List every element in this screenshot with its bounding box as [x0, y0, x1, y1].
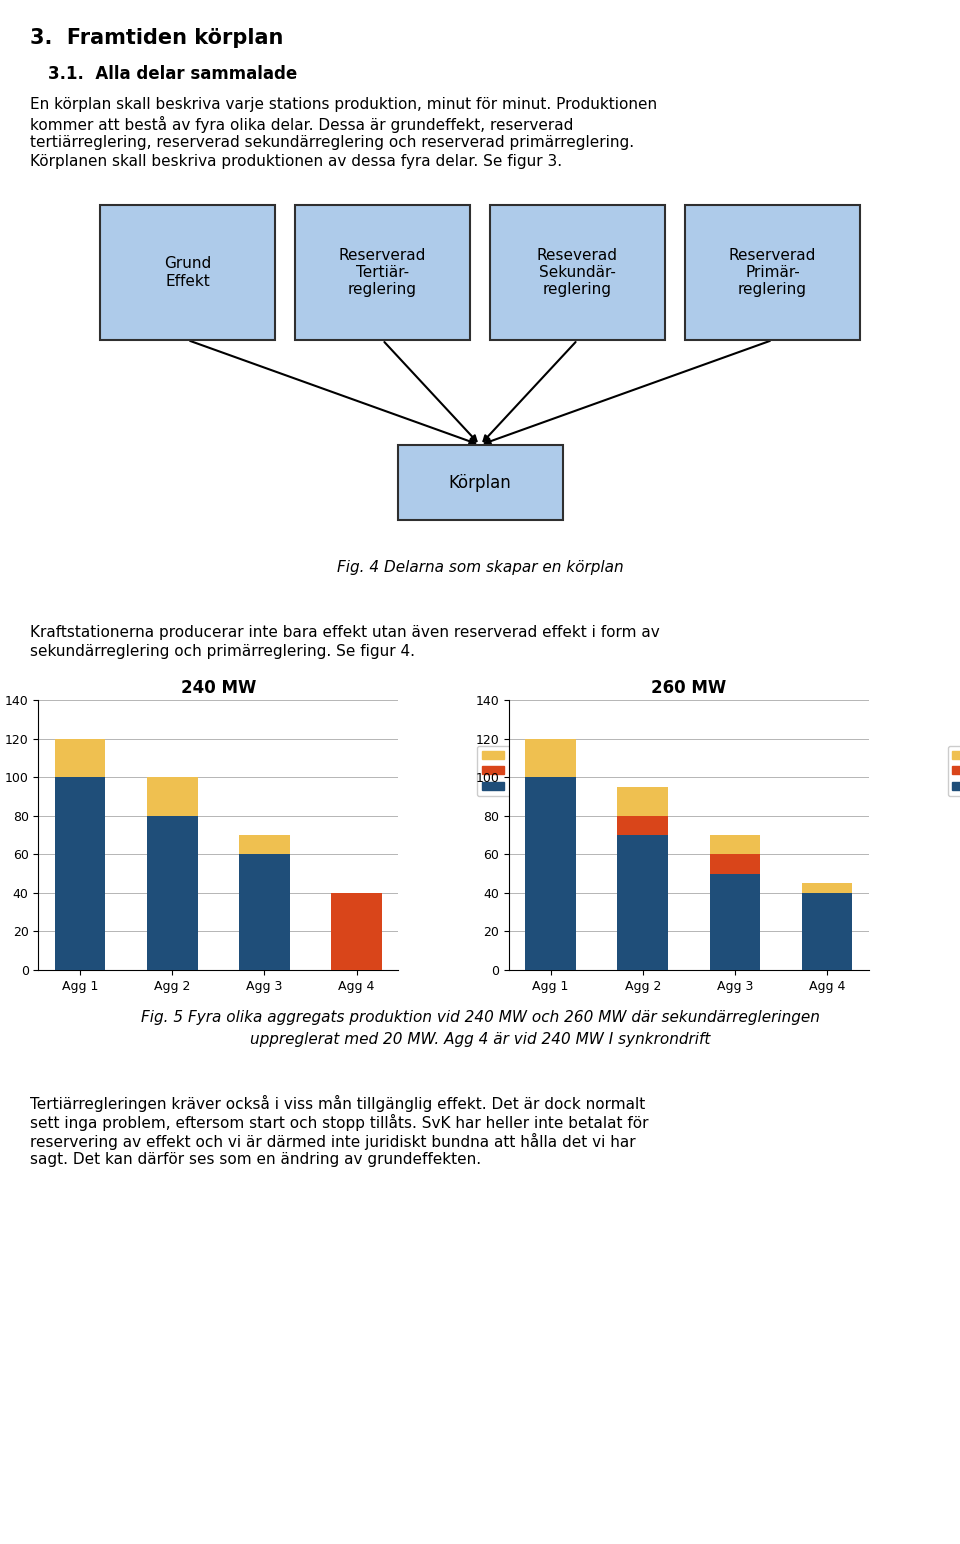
Text: 3.  Framtiden körplan: 3. Framtiden körplan [30, 28, 283, 48]
Bar [802, 892, 852, 970]
Text: En körplan skall beskriva varje stations produktion, minut för minut. Produktion: En körplan skall beskriva varje stations… [30, 97, 658, 113]
Legend: Res Prim, Res Sek, Effekt: Res Prim, Res Sek, Effekt [948, 746, 960, 797]
Text: Körplan: Körplan [448, 474, 512, 491]
Bar [617, 835, 668, 970]
Text: Reserverad
Tertiär-
reglering: Reserverad Tertiär- reglering [339, 247, 426, 298]
Text: Fig. 4 Delarna som skapar en körplan: Fig. 4 Delarna som skapar en körplan [337, 560, 623, 574]
Text: Reserverad
Primär-
reglering: Reserverad Primär- reglering [729, 247, 816, 298]
Bar [490, 205, 665, 340]
Bar [55, 738, 106, 777]
Text: Kraftstationerna producerar inte bara effekt utan även reserverad effekt i form : Kraftstationerna producerar inte bara ef… [30, 625, 660, 641]
Bar [147, 777, 198, 815]
Text: Körplanen skall beskriva produktionen av dessa fyra delar. Se figur 3.: Körplanen skall beskriva produktionen av… [30, 154, 563, 168]
Title: 240 MW: 240 MW [180, 679, 256, 696]
Text: Fig. 5 Fyra olika aggregats produktion vid 240 MW och 260 MW där sekundärregleri: Fig. 5 Fyra olika aggregats produktion v… [140, 1010, 820, 1047]
Bar [525, 777, 576, 970]
Bar [331, 892, 382, 970]
Bar [295, 205, 470, 340]
Bar [709, 835, 760, 854]
Bar [617, 815, 668, 835]
Bar [55, 777, 106, 970]
Bar [525, 738, 576, 777]
Bar [709, 854, 760, 874]
Text: tertiärreglering, reserverad sekundärreglering och reserverad primärreglering.: tertiärreglering, reserverad sekundärreg… [30, 134, 635, 150]
Bar [147, 815, 198, 970]
Bar [100, 205, 275, 340]
Bar [802, 883, 852, 892]
Text: reservering av effekt och vi är därmed inte juridiskt bundna att hålla det vi ha: reservering av effekt och vi är därmed i… [30, 1133, 636, 1150]
Text: sekundärreglering och primärreglering. Se figur 4.: sekundärreglering och primärreglering. S… [30, 644, 415, 659]
Text: kommer att bestå av fyra olika delar. Dessa är grundeffekt, reserverad: kommer att bestå av fyra olika delar. De… [30, 116, 573, 133]
Title: 260 MW: 260 MW [651, 679, 727, 696]
Bar [617, 787, 668, 815]
Text: 3.1.  Alla delar sammalade: 3.1. Alla delar sammalade [48, 65, 298, 83]
Text: Tertiärregleringen kräver också i viss mån tillgänglig effekt. Det är dock norma: Tertiärregleringen kräver också i viss m… [30, 1095, 645, 1112]
Bar [239, 835, 290, 854]
Bar [239, 854, 290, 970]
Bar [709, 874, 760, 970]
Bar [685, 205, 860, 340]
Bar [397, 445, 563, 520]
Text: Grund
Effekt: Grund Effekt [164, 256, 211, 289]
Legend: Res Prim, Res Sek, Effekt: Res Prim, Res Sek, Effekt [477, 746, 565, 797]
Text: sagt. Det kan därför ses som en ändring av grundeffekten.: sagt. Det kan därför ses som en ändring … [30, 1152, 481, 1167]
Text: Reseverad
Sekundär-
reglering: Reseverad Sekundär- reglering [537, 247, 618, 298]
Text: sett inga problem, eftersom start och stopp tillåts. SvK har heller inte betalat: sett inga problem, eftersom start och st… [30, 1115, 649, 1132]
